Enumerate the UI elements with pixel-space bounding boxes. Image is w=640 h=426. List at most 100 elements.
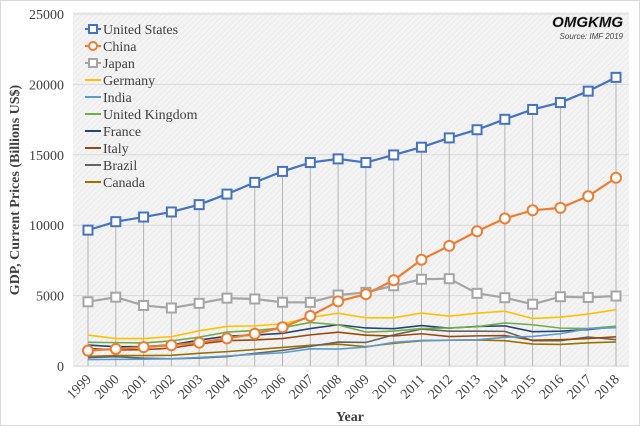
data-point <box>526 204 539 217</box>
data-point <box>610 71 622 83</box>
data-point <box>193 336 206 349</box>
series-group <box>82 71 622 361</box>
series-india <box>87 326 617 361</box>
data-point <box>109 342 122 355</box>
data-point <box>193 297 205 309</box>
data-point <box>138 211 150 223</box>
data-point <box>499 113 511 125</box>
data-point <box>415 253 428 266</box>
series-line <box>87 339 617 358</box>
data-point <box>110 216 122 228</box>
data-point <box>277 165 289 177</box>
legend-item: United Kingdom <box>85 108 198 123</box>
data-point <box>527 298 539 310</box>
data-point <box>359 288 372 301</box>
legend-marker <box>88 58 98 68</box>
data-point <box>582 85 594 97</box>
data-point <box>249 176 261 188</box>
data-point <box>443 239 456 252</box>
legend-item: Brazil <box>85 159 137 174</box>
legend-item: Japan <box>85 57 135 72</box>
data-point <box>82 296 94 308</box>
y-tick-label: 20000 <box>29 78 64 93</box>
legend-marker <box>88 41 98 51</box>
y-axis-ticks: 0 5000 10000 15000 20000 25000 <box>29 8 64 375</box>
legend-label: France <box>103 125 141 140</box>
data-point <box>193 199 205 211</box>
data-point <box>471 287 483 299</box>
data-point <box>582 190 595 203</box>
legend-item: India <box>85 91 133 106</box>
data-point <box>498 212 511 225</box>
watermark-brand: OMGKMG <box>552 14 623 31</box>
legend-item: Italy <box>85 142 129 157</box>
legend-item: China <box>85 40 137 55</box>
data-point <box>248 327 261 340</box>
data-point <box>499 292 511 304</box>
series-line <box>87 326 617 361</box>
y-tick-label: 25000 <box>29 8 64 23</box>
data-point <box>554 291 566 303</box>
legend-item: France <box>85 125 141 140</box>
data-point <box>221 188 233 200</box>
series-line <box>87 308 617 340</box>
y-tick-label: 10000 <box>29 219 64 234</box>
legend-label: Japan <box>103 57 135 72</box>
legend-item: Canada <box>85 176 146 191</box>
data-point <box>471 124 483 136</box>
data-point <box>471 225 484 238</box>
series-germany <box>87 308 617 340</box>
y-tick-label: 5000 <box>36 290 64 305</box>
data-point <box>388 149 400 161</box>
legend-item: Germany <box>85 74 155 89</box>
data-point <box>610 171 622 184</box>
y-axis-title: GDP, Current Prices (Billions US$) <box>8 84 23 295</box>
series-united-kingdom <box>87 321 617 344</box>
data-point <box>110 291 122 303</box>
data-point <box>304 157 316 169</box>
gridlines <box>73 13 629 367</box>
legend-label: United Kingdom <box>103 108 198 123</box>
data-point <box>138 299 150 311</box>
data-point <box>554 201 567 214</box>
legend-label: Italy <box>103 142 129 157</box>
series-canada <box>87 339 617 358</box>
data-point <box>137 341 150 354</box>
data-point <box>304 310 317 323</box>
legend-label: United States <box>103 23 178 38</box>
data-point <box>165 302 177 314</box>
legend-label: Brazil <box>103 159 137 174</box>
data-point <box>443 273 455 285</box>
legend-label: Canada <box>103 176 146 191</box>
data-point <box>610 290 622 302</box>
data-point <box>387 274 400 287</box>
watermark-source: Source: IMF 2019 <box>560 32 624 41</box>
data-point <box>360 157 372 169</box>
legend-label: Germany <box>103 74 155 89</box>
data-point <box>582 291 594 303</box>
legend-item: United States <box>85 23 178 38</box>
data-point <box>82 344 94 357</box>
data-point <box>276 321 289 334</box>
data-point <box>443 132 455 144</box>
x-axis-title: Year <box>336 410 364 425</box>
legend: United States China Japan Germany India Unite… <box>85 23 198 191</box>
y-tick-label: 0 <box>57 360 64 375</box>
data-point <box>277 296 289 308</box>
data-point <box>415 141 427 153</box>
data-point <box>304 296 316 308</box>
data-point <box>249 293 261 305</box>
series-japan <box>82 273 622 314</box>
series-china <box>82 171 622 357</box>
data-point <box>82 224 94 236</box>
data-point <box>220 332 233 345</box>
data-point <box>332 295 345 308</box>
legend-label: India <box>103 91 133 106</box>
data-point <box>165 339 178 352</box>
series-united-states <box>82 71 622 236</box>
data-point <box>332 153 344 165</box>
legend-marker <box>88 24 98 34</box>
data-point <box>415 273 427 285</box>
legend-label: China <box>103 40 137 55</box>
